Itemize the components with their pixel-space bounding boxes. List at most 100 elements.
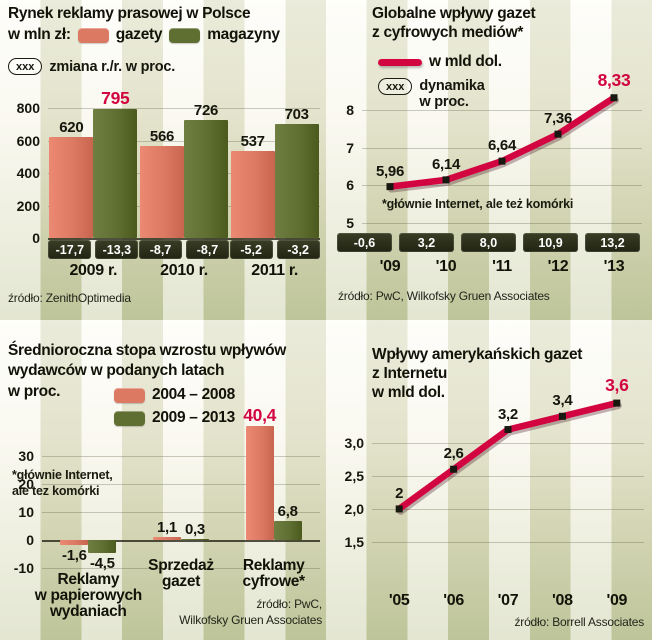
y-axis-label: 800 — [16, 100, 40, 117]
value-label: 40,4 — [243, 405, 277, 426]
x-category-label: 2009 r. — [69, 262, 118, 279]
y-axis-label: 10 — [18, 503, 34, 520]
legend: w mld dol. — [378, 53, 502, 71]
legend-swatch-2004-2008 — [114, 387, 145, 403]
legend-swatch-2009-2013 — [114, 410, 145, 426]
trend-line — [395, 399, 622, 515]
dynamics-box: 13,2 — [585, 233, 640, 252]
line-chart-global-digital: 5 6 7 8 5,96 6,14 6,64 7,36 8,33 — [336, 70, 642, 232]
panel-title-line: w proc. — [8, 383, 61, 400]
gridline — [48, 238, 320, 240]
bar-gazety — [230, 150, 275, 238]
gridline — [362, 110, 642, 112]
category-label-line: w papierowych — [34, 587, 143, 604]
bar-2004 – 2008 — [153, 537, 181, 541]
x-axis-label: '05 — [388, 592, 410, 609]
change-box: -8,7 — [139, 240, 182, 259]
point-label: 3,6 — [605, 375, 629, 396]
panel-title-line: wydawców w podanych latach — [8, 362, 225, 379]
y-axis-label: 7 — [346, 139, 354, 156]
y-axis-label: 30 — [18, 447, 34, 464]
category-label: Reklamy cyfrowe* — [214, 558, 334, 590]
value-label: 620 — [59, 119, 84, 137]
point-label: 8,33 — [597, 69, 631, 90]
legend-label-2009-2013: 2009 – 2013 — [152, 409, 235, 426]
y-axis-label: 200 — [16, 197, 40, 214]
source-note: źródło: Borrell Associates — [514, 615, 644, 629]
unit-label: w mln zł: — [8, 26, 71, 43]
y-axis-label: 8 — [346, 102, 354, 119]
gridline — [372, 542, 644, 543]
bar-magazyny — [93, 109, 138, 238]
gridline — [372, 475, 644, 477]
y-axis-label: 0 — [32, 230, 40, 246]
category-label-line: Reklamy — [57, 571, 120, 588]
panel-press-ad-market: Rynek reklamy prasowej w Polsce w mln zł… — [0, 0, 326, 320]
legend-label-unit: w mld dol. — [429, 53, 502, 70]
panel-title-line: Wpływy amerykańskich gazet — [372, 346, 583, 363]
x-axis-labels-row: '05 '06 '07 '08 '09 — [338, 592, 644, 612]
source-note-line: Wilkofsky Gruen Associates — [179, 613, 322, 627]
value-label: -4,5 — [90, 554, 115, 572]
point-label: 5,96 — [376, 162, 404, 180]
x-axis-label: '13 — [603, 258, 625, 275]
bottom-infographic-card: Średnioroczna stopa wzrostu wpływów wyda… — [0, 320, 652, 640]
category-label-line: Sprzedaż — [148, 557, 214, 574]
gridline — [362, 222, 642, 224]
dynamics-box: -0,6 — [337, 233, 392, 252]
gridline — [362, 185, 642, 187]
y-axis-label: 2,5 — [344, 467, 364, 484]
dynamics-note-row: xxx dynamika w proc. — [378, 78, 485, 110]
point-label: 3,2 — [498, 405, 518, 423]
dynamics-box: 3,2 — [399, 233, 454, 252]
legend-line-swatch — [378, 58, 422, 66]
panel-us-internet-revenue: Wpływy amerykańskich gazet z Internetu w… — [326, 320, 652, 640]
category-label-line: wydaniach — [50, 603, 127, 620]
change-note-label: zmiana r./r. w proc. — [49, 58, 176, 75]
gridline — [372, 442, 644, 444]
legend: w mln zł: gazety magazyny — [8, 26, 280, 44]
bar-chart-press-market: 0 200 400 600 800 620 795 566 726 537 703 — [8, 88, 320, 246]
source-note: źródło: ZenithOptimedia — [8, 291, 131, 305]
gridline — [42, 540, 320, 543]
value-label: 566 — [149, 128, 175, 146]
value-label: 703 — [284, 105, 309, 123]
panel-title-line: Globalne wpływy gazet — [372, 5, 536, 22]
source-note-line: źródło: PwC, — [256, 597, 322, 611]
value-label: 6,8 — [277, 502, 298, 520]
gridline — [42, 568, 320, 570]
x-axis-label: '06 — [443, 592, 464, 609]
x-category-label: 2010 r. — [160, 262, 208, 279]
point-label: 2 — [395, 484, 404, 502]
y-axis-label: 20 — [18, 475, 34, 492]
change-box: -3,2 — [276, 240, 320, 259]
bar-magazyny — [274, 123, 319, 238]
point-label: 6,64 — [488, 137, 516, 155]
value-label: 1,1 — [157, 519, 177, 537]
panel-title-line: z Internetu — [372, 365, 448, 382]
gridline — [362, 147, 642, 149]
bar-chart-growth-rates: -10 0 10 20 30 -1,6 -4,5 1,1 0,3 40,4 6,8 — [8, 405, 320, 576]
line-chart-us-internet: 1,5 2,0 2,5 3,0 2 2,6 3,2 3,4 3,6 — [338, 370, 644, 550]
trend-line — [386, 94, 619, 193]
panel-title-line: w mld dol. — [372, 384, 445, 401]
x-axis-label: '11 — [492, 258, 512, 275]
x-axis-label: '08 — [552, 592, 573, 609]
point-label: 7,36 — [544, 110, 572, 128]
dynamics-box: 10,9 — [523, 233, 578, 252]
legend-label-gazety: gazety — [115, 26, 163, 43]
dynamics-box: 8,0 — [461, 233, 516, 252]
gridline — [42, 511, 320, 513]
gridline — [372, 508, 644, 510]
bar-2009 – 2013 — [88, 540, 117, 553]
y-axis-label: 0 — [26, 532, 34, 549]
category-label-line: Reklamy — [242, 557, 305, 574]
value-label: 0,3 — [185, 521, 205, 539]
bar-gazety — [49, 137, 94, 238]
change-box: -5,2 — [229, 240, 273, 259]
panel-global-digital-revenue: Globalne wpływy gazet z cyfrowych mediów… — [326, 0, 652, 320]
value-label: 537 — [240, 132, 265, 150]
value-label: 726 — [193, 102, 219, 120]
